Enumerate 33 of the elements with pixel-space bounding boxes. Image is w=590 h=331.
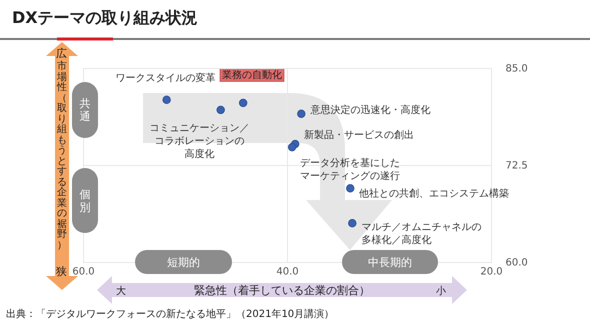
point bbox=[162, 96, 171, 104]
text: 小 bbox=[436, 284, 446, 298]
text: 広 bbox=[56, 46, 67, 60]
point bbox=[348, 219, 356, 228]
x-tick-label: 20.0 bbox=[480, 266, 503, 278]
rounded-label: 個別 bbox=[72, 168, 98, 233]
point bbox=[216, 106, 225, 114]
annotation: ワークスタイルの変革 bbox=[116, 72, 216, 84]
point bbox=[297, 110, 306, 118]
x-tick-label: 60.0 bbox=[72, 266, 95, 278]
rounded-label: 中長期的 bbox=[342, 250, 438, 274]
point bbox=[238, 98, 248, 108]
text: 狭 bbox=[56, 264, 67, 279]
text: 市場性（取り組もうとする企業の裾野） bbox=[57, 61, 67, 250]
annotation: コミュニケーション／コラボレーションの高度化 bbox=[150, 122, 250, 160]
point bbox=[288, 142, 296, 152]
text: 大 bbox=[116, 284, 126, 298]
y-tick-label: 72.5 bbox=[506, 160, 528, 172]
y-tick-label: 85.0 bbox=[506, 64, 528, 74]
annotation: 意思決定の迅速化・高度化 bbox=[309, 104, 430, 116]
annotation: データ分析を基にしたマーケティングの遂行 bbox=[300, 157, 400, 182]
rounded-label: 共通 bbox=[72, 82, 98, 138]
chart-title: DXテーマの取り組み状況 bbox=[12, 8, 198, 29]
source-note: 出典：「デジタルワークフォースの新たなる地平」（2021年10月講演） bbox=[6, 308, 334, 321]
annotation: マルチ／オムニチャネルの多様化／高度化 bbox=[361, 222, 482, 246]
x-tick-label: 40.0 bbox=[276, 266, 299, 278]
text: 業務の自動化 bbox=[222, 68, 282, 81]
annotation: 新製品・サービスの創出 bbox=[304, 129, 414, 142]
annotation: 他社との共創、エコシステム構築 bbox=[359, 187, 510, 200]
x-axis-title: 緊急性（着手している企業の割合） bbox=[194, 283, 370, 298]
rounded-label: 短期的 bbox=[135, 250, 232, 274]
point bbox=[346, 184, 354, 192]
y-tick-label: 60.0 bbox=[506, 258, 528, 268]
